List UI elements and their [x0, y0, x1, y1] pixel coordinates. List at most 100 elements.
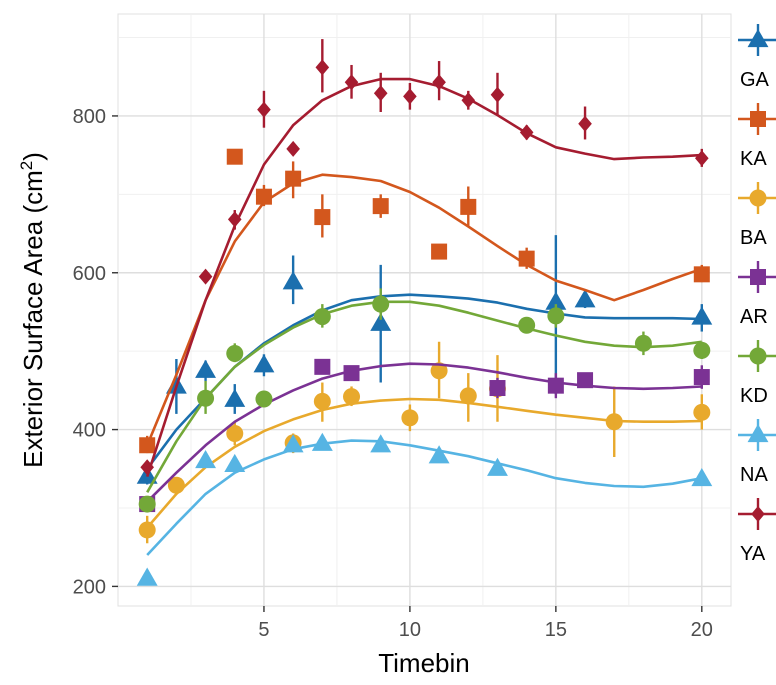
series-fit-line	[146, 362, 702, 503]
data-point	[226, 148, 243, 165]
y-tick-label: 200	[73, 576, 106, 598]
legend-label: BA	[740, 227, 767, 249]
data-point	[431, 243, 448, 260]
data-point	[372, 295, 390, 313]
data-point	[285, 170, 302, 187]
data-point	[605, 413, 623, 431]
grid	[118, 14, 731, 606]
data-point	[373, 85, 388, 102]
legend-label: KD	[740, 385, 768, 407]
y-axis-title-close: )	[18, 152, 48, 161]
data-point	[227, 211, 242, 228]
legend-item-ya: YA	[738, 498, 776, 565]
data-point	[314, 209, 331, 226]
data-point	[226, 424, 244, 442]
y-axis-title-superscript: 2	[17, 161, 36, 170]
data-point	[518, 316, 536, 334]
data-point	[403, 88, 417, 105]
data-point	[518, 250, 535, 267]
series-kd	[138, 288, 711, 513]
data-point	[490, 86, 505, 103]
legend-marker	[750, 269, 766, 285]
data-point	[136, 567, 158, 586]
data-point	[138, 495, 156, 513]
data-point	[315, 59, 330, 76]
data-point	[314, 358, 331, 375]
axes: 5 10 15 20 200 400 600 800	[73, 106, 713, 641]
data-point	[693, 341, 711, 359]
data-point	[577, 372, 594, 389]
legend-item-na: NA	[738, 419, 776, 486]
data-point	[167, 476, 185, 494]
data-point	[313, 308, 331, 326]
data-point	[139, 437, 156, 454]
data-point	[311, 432, 333, 451]
data-point	[432, 74, 446, 91]
data-point	[428, 445, 450, 464]
series-fit-line	[145, 77, 702, 478]
data-point	[224, 388, 246, 407]
legend-label: GA	[740, 69, 770, 91]
data-point	[401, 409, 419, 427]
data-point	[226, 345, 244, 363]
data-point	[691, 467, 713, 487]
data-point	[545, 291, 567, 310]
data-point	[547, 377, 564, 394]
data-point	[370, 434, 392, 453]
data-point	[282, 434, 304, 453]
x-tick-label: 5	[258, 619, 269, 641]
data-point	[695, 150, 709, 167]
x-axis-title: Timebin	[378, 648, 470, 678]
data-point	[282, 271, 304, 290]
series-fit-line	[145, 173, 703, 446]
legend-item-ar: AR	[738, 261, 776, 328]
legend-item-ga: GA	[738, 24, 776, 91]
data-point	[140, 459, 154, 476]
data-point	[372, 198, 389, 215]
y-axis-title: Exterior Surface Area (cm2)	[17, 152, 48, 468]
series-ya	[140, 39, 709, 478]
legend-item-ba: BA	[738, 182, 776, 249]
legend-marker	[749, 347, 767, 365]
y-tick-label: 800	[73, 106, 106, 128]
x-tick-label: 20	[691, 619, 713, 641]
data-point	[693, 403, 711, 421]
legend-label: NA	[740, 464, 768, 486]
legend-marker	[751, 506, 765, 522]
data-point	[487, 457, 508, 476]
data-point	[693, 369, 710, 386]
x-tick-label: 15	[545, 619, 567, 641]
legend-label: AR	[740, 306, 768, 328]
y-tick-label: 400	[73, 420, 106, 442]
legend-item-ka: KA	[738, 103, 776, 170]
legend-label: KA	[740, 148, 767, 170]
legend-marker	[749, 189, 767, 207]
legend-marker	[750, 111, 766, 127]
data-point	[255, 390, 273, 408]
data-point	[257, 101, 271, 118]
series-na	[136, 432, 713, 586]
data-point	[430, 362, 448, 380]
series-layer	[136, 39, 713, 586]
data-point	[691, 306, 713, 325]
y-tick-label: 600	[73, 263, 106, 285]
data-point	[489, 380, 506, 397]
series-ka	[139, 148, 710, 454]
legend-label: YA	[740, 543, 766, 565]
legend-marker	[747, 424, 769, 443]
data-point	[461, 92, 476, 109]
plot-panel	[117, 13, 732, 607]
data-point	[370, 312, 392, 331]
data-point	[693, 266, 710, 283]
legend-marker	[747, 29, 769, 48]
data-point	[224, 453, 246, 473]
series-fit-line	[146, 300, 702, 493]
data-point	[344, 74, 359, 91]
data-point	[255, 188, 272, 205]
data-point	[198, 268, 213, 285]
data-point	[459, 387, 477, 405]
legend-item-kd: KD	[738, 340, 776, 407]
data-point	[195, 449, 217, 469]
data-point	[343, 365, 360, 382]
